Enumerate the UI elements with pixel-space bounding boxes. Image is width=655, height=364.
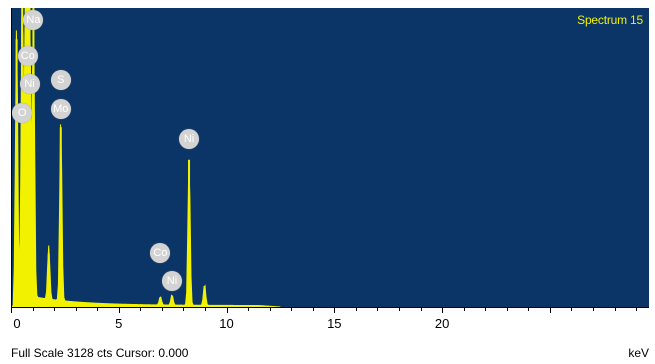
element-label-co[interactable]: Co [18,46,38,66]
element-label-na[interactable]: Na [23,10,43,30]
spectrum-trace [11,8,280,307]
x-axis-tick [464,308,465,311]
x-axis-tick [313,308,314,311]
x-axis-tick [399,308,400,311]
x-axis-tick [76,308,77,311]
x-axis-tick [571,308,572,311]
x-axis-tick [334,308,335,313]
x-axis-tick [33,308,34,311]
x-axis-tick-label: 20 [435,316,449,331]
x-axis-tick [11,308,12,313]
x-axis-tick [119,308,120,313]
x-axis-tick-label: 15 [327,316,341,331]
element-label-ni[interactable]: Ni [162,271,182,291]
x-axis-tick [140,308,141,311]
spectrum-chart [11,8,649,307]
x-axis-tick [485,308,486,311]
x-axis-tick [97,308,98,311]
element-label-co[interactable]: Co [150,243,170,263]
spectrum-title: Spectrum 15 [577,13,643,27]
x-axis-tick-label: 10 [219,316,233,331]
element-label-o[interactable]: O [12,103,32,123]
x-axis-tick [248,308,249,311]
plot-left-border [11,8,12,343]
spectrum-plot-area[interactable]: Spectrum 15 Na Co Ni S O Mo Ni Co Ni [11,8,649,307]
x-axis-tick [442,308,443,313]
x-axis-tick [593,308,594,311]
element-label-s[interactable]: S [51,70,71,90]
x-axis: 0 5 10 15 20 [11,307,649,344]
x-axis-tick [54,308,55,311]
element-label-ni[interactable]: Ni [179,129,199,149]
x-axis-tick [528,308,529,311]
x-axis-tick [227,308,228,313]
x-axis-tick [205,308,206,311]
element-label-ni[interactable]: Ni [20,74,40,94]
x-axis-tick-label: 0 [13,316,20,331]
x-axis-tick-label: 5 [115,316,122,331]
x-axis-tick [507,308,508,311]
full-scale-cursor-readout: Full Scale 3128 cts Cursor: 0.000 [11,346,188,360]
x-axis-tick [291,308,292,311]
x-axis-tick [270,308,271,311]
element-label-mo[interactable]: Mo [51,99,71,119]
x-axis-tick [421,308,422,311]
x-axis-tick [356,308,357,311]
x-axis-tick [162,308,163,311]
x-axis-tick [377,308,378,311]
x-axis-tick [636,308,637,311]
x-axis-tick [615,308,616,311]
x-axis-unit: keV [628,346,649,360]
x-axis-tick [183,308,184,311]
x-axis-tick [550,308,551,313]
